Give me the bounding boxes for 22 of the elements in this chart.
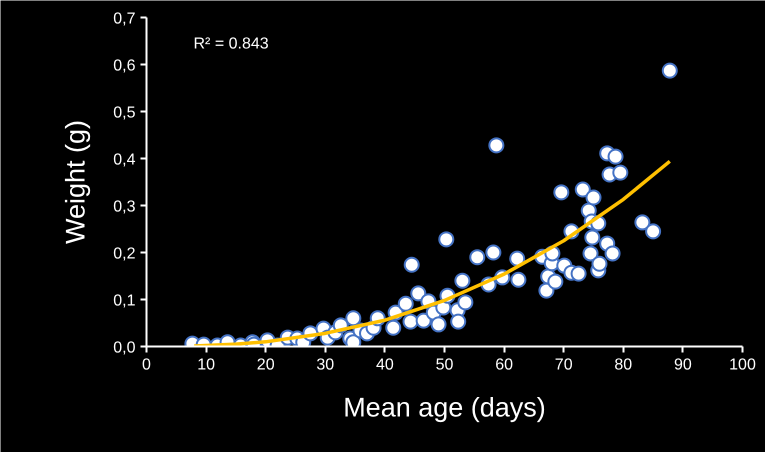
y-tick-label: 0,2 — [113, 246, 136, 262]
annotation: R² = 0.843 — [194, 36, 269, 52]
x-tick-label: 50 — [436, 356, 454, 374]
x-tick-label: 20 — [256, 356, 275, 374]
x-tick-label: 80 — [614, 356, 632, 374]
x-tick-label: 40 — [376, 356, 394, 374]
x-tick-label: 100 — [729, 356, 756, 374]
x-tick-label: 70 — [554, 356, 573, 374]
y-tick-label: 0,0 — [113, 340, 136, 356]
y-tick-label: 0,3 — [113, 198, 136, 216]
y-tick-label: 0,5 — [113, 104, 136, 122]
y-axis-title: Weight (g) — [60, 120, 90, 244]
x-tick-label: 60 — [495, 356, 514, 374]
y-tick-label: 0,1 — [113, 292, 136, 310]
x-tick-label: 10 — [197, 356, 216, 374]
x-axis-title: Mean age (days) — [343, 392, 546, 422]
y-tick-label: 0,6 — [113, 58, 136, 74]
x-tick-label: 90 — [674, 356, 692, 374]
x-tick-label: 30 — [316, 356, 334, 374]
x-tick-label: 0 — [142, 356, 152, 374]
y-tick-label: 0,7 — [113, 10, 136, 28]
y-tick-label: 0,4 — [113, 152, 136, 168]
